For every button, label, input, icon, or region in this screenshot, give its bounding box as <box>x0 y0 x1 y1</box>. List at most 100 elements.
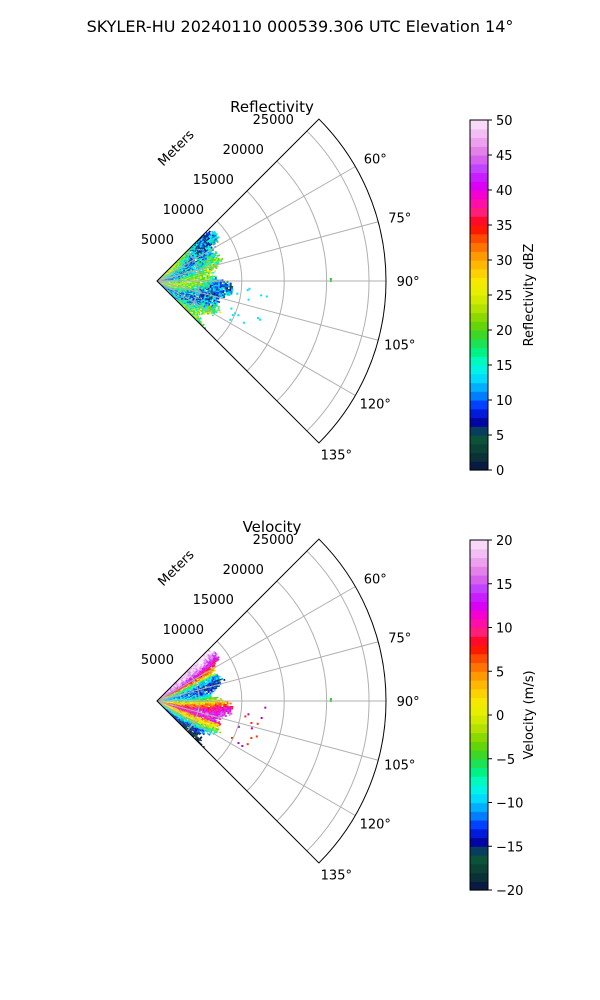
radar-cell <box>169 696 172 697</box>
colorbar-level <box>470 443 488 454</box>
radar-cell <box>207 272 210 275</box>
radar-cell <box>200 271 203 274</box>
radar-cell <box>169 275 172 277</box>
radar-cell <box>206 704 209 706</box>
radar-cell <box>181 698 184 700</box>
radar-cell <box>164 277 167 279</box>
radar-cell <box>215 290 218 293</box>
radar-cell <box>199 286 202 289</box>
radar-cell <box>171 703 174 704</box>
radar-cell <box>197 311 201 314</box>
radar-cell <box>172 267 175 269</box>
radar-cell <box>173 277 176 279</box>
radar-cell <box>229 282 232 285</box>
radar-cell <box>174 713 176 716</box>
radar-cell <box>200 252 203 255</box>
radar-cell <box>189 259 192 262</box>
radar-cell <box>188 255 191 257</box>
radar-cell <box>184 275 187 277</box>
radar-cell <box>169 291 171 294</box>
radar-cell <box>218 293 221 296</box>
radar-cell <box>192 244 195 247</box>
radar-cell <box>189 267 192 269</box>
radar-cell <box>176 684 179 686</box>
radar-cell <box>164 697 167 698</box>
radar-cell <box>221 286 224 289</box>
radar-cell <box>176 271 179 273</box>
radar-cell <box>181 696 184 698</box>
radar-cell <box>168 698 171 700</box>
radar-cell <box>167 708 170 710</box>
radar-cell <box>211 274 214 277</box>
radar-cell <box>163 278 165 279</box>
radar-cell <box>211 298 214 301</box>
radar-cell <box>171 699 174 700</box>
radar-cell <box>215 278 217 280</box>
radar-cell <box>171 697 174 699</box>
radar-cell <box>178 264 181 266</box>
radar-cell <box>202 323 205 326</box>
radar-cell <box>178 268 181 270</box>
radar-cell <box>163 694 165 696</box>
radar-cell <box>185 699 187 701</box>
radar-cell <box>174 704 177 706</box>
radar-cell <box>176 289 179 291</box>
radar-cell <box>188 294 191 297</box>
radar-cell <box>162 283 165 285</box>
radar-cell <box>165 286 167 288</box>
radar-cell <box>180 293 183 295</box>
radar-cell <box>171 282 174 284</box>
radar-cell <box>196 272 198 274</box>
radar-cell <box>202 270 205 272</box>
radar-cell <box>203 306 206 309</box>
radar-cell <box>173 714 176 716</box>
radar-cell <box>178 264 181 267</box>
radar-cell <box>172 693 175 695</box>
radar-cell <box>168 709 171 712</box>
radar-cell <box>188 298 191 300</box>
radar-cell <box>205 288 208 291</box>
radar-cell <box>202 289 205 291</box>
colorbar-tick-label: 20 <box>496 324 513 339</box>
radar-cell <box>202 288 205 290</box>
radar-cell <box>212 268 214 270</box>
radar-cell <box>183 255 186 258</box>
radar-cell <box>181 259 184 262</box>
radar-cell <box>178 290 180 292</box>
radar-cell <box>205 254 208 257</box>
radar-cell <box>201 324 204 327</box>
radar-cell <box>183 277 186 279</box>
radar-cell <box>176 691 179 693</box>
radar-cell <box>192 273 195 275</box>
radar-cell <box>169 289 171 291</box>
radar-cell <box>186 290 189 292</box>
radar-cell <box>203 302 206 305</box>
radar-cell <box>175 715 177 717</box>
radar-cell <box>169 291 172 293</box>
radar-cell <box>172 285 175 287</box>
radar-cell <box>175 290 178 293</box>
radar-cell <box>204 300 207 302</box>
radar-cell <box>177 273 180 275</box>
radar-cell <box>220 293 223 296</box>
radar-cell <box>169 708 172 711</box>
radar-cell <box>171 266 174 268</box>
radar-cell <box>219 289 222 292</box>
radar-cell <box>175 268 178 270</box>
radar-cell <box>168 290 171 292</box>
radar-cell <box>203 250 206 253</box>
radar-cell <box>193 292 195 295</box>
radar-cell <box>204 274 207 276</box>
radar-cell <box>183 282 186 283</box>
radar-cell <box>167 695 170 697</box>
radar-cell <box>196 310 199 313</box>
radar-cell <box>179 260 182 263</box>
radar-cell <box>218 283 221 286</box>
radar-cell <box>167 272 170 274</box>
radar-cell <box>177 265 180 268</box>
radar-cell <box>178 266 180 269</box>
radar-cell <box>174 706 177 708</box>
radar-cell <box>163 705 166 708</box>
radar-cell <box>174 297 177 300</box>
radar-cell <box>162 285 164 287</box>
